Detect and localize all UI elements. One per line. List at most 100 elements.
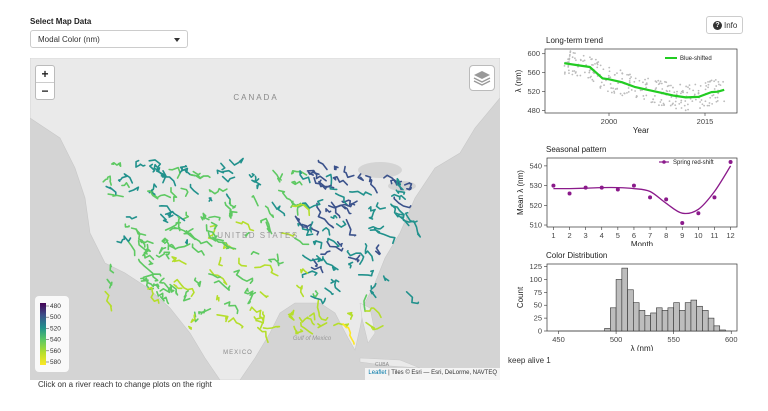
data-point: [571, 73, 574, 76]
river-reach: [262, 311, 265, 320]
river-reach: [244, 231, 250, 237]
river-reach: [200, 308, 212, 315]
river-network[interactable]: [102, 157, 421, 345]
river-reach: [334, 192, 349, 207]
data-point: [668, 90, 671, 92]
river-reach: [106, 278, 113, 289]
info-button[interactable]: ? Info: [706, 16, 743, 34]
data-point: [715, 85, 718, 87]
zoom-in-button[interactable]: +: [41, 67, 49, 81]
x-tick-label: 3: [584, 231, 588, 240]
y-tick-label: 600: [527, 49, 540, 58]
x-tick-label: 5: [616, 231, 620, 240]
river-reach: [238, 257, 248, 267]
data-point: [643, 98, 646, 100]
plot-panel: [544, 48, 738, 114]
river-reach: [208, 197, 213, 202]
river-reach: [227, 317, 244, 329]
map-canvas[interactable]: CANADA UNITED STATES MEXICO Gulf of Mexi…: [30, 58, 500, 380]
map-data-select-value: Modal Color (nm): [38, 35, 100, 44]
data-point: [574, 59, 577, 62]
data-point: [569, 50, 572, 53]
river-reach: [343, 165, 355, 179]
data-point: [563, 65, 566, 67]
river-reach: [347, 311, 354, 320]
x-tick-label: 450: [552, 335, 565, 344]
monthly-mean-point: [648, 195, 653, 200]
data-point: [602, 68, 605, 71]
monthly-mean-point: [583, 185, 588, 190]
river-reach: [160, 213, 169, 224]
histogram-bar: [707, 317, 715, 332]
data-point: [708, 102, 711, 104]
river-reach: [370, 282, 377, 290]
y-tick-label: 510: [529, 221, 542, 230]
data-point: [683, 104, 686, 107]
map-caption: Click on a river reach to change plots o…: [38, 380, 212, 389]
data-point: [569, 53, 571, 56]
y-tick-label: 480: [527, 106, 540, 115]
river-reach: [363, 294, 368, 313]
river-reach: [312, 290, 319, 299]
data-point: [627, 87, 630, 89]
river-reach: [161, 237, 170, 251]
data-point: [688, 84, 691, 87]
legend-tick-label: 560: [50, 348, 61, 355]
leaflet-link[interactable]: Leaflet: [368, 370, 387, 376]
layers-button[interactable]: [469, 65, 495, 91]
data-point: [713, 80, 716, 83]
river-reach: [218, 256, 223, 267]
river-reach: [116, 235, 132, 244]
monthly-mean-point: [680, 221, 685, 226]
data-point: [634, 77, 637, 80]
river-reach: [349, 190, 372, 196]
data-point: [675, 96, 678, 99]
river-reach: [127, 241, 136, 257]
zoom-out-button[interactable]: −: [36, 82, 54, 99]
river-reach: [212, 236, 237, 250]
river-reach: [333, 165, 339, 171]
river-reach: [297, 222, 314, 236]
river-reach: [294, 237, 310, 246]
data-point: [644, 83, 647, 86]
histogram-bar: [638, 310, 646, 332]
river-reach: [306, 317, 315, 326]
map-attribution: Leaflet | Tiles © Esri — Esri, DeLorme, …: [365, 368, 500, 380]
data-point: [616, 87, 619, 90]
river-reach: [300, 322, 314, 335]
x-tick-label: 550: [667, 335, 680, 344]
river-reach: [130, 227, 147, 236]
data-point: [582, 54, 585, 57]
histogram-bar: [667, 307, 674, 332]
river-reach: [208, 273, 221, 279]
river-reach: [254, 264, 279, 277]
data-point: [658, 104, 660, 107]
x-tick-label: 4: [600, 231, 604, 240]
data-point: [563, 72, 566, 75]
monthly-mean-point: [551, 183, 556, 188]
x-tick-label: 10: [694, 231, 702, 240]
data-point: [619, 92, 622, 95]
data-point: [686, 91, 689, 94]
river-reach: [169, 226, 196, 241]
map-data-select[interactable]: Modal Color (nm): [30, 30, 188, 48]
data-point: [651, 101, 654, 103]
data-point: [680, 99, 683, 102]
river-reach: [312, 258, 318, 267]
river-reach: [155, 251, 171, 260]
river-reach: [221, 175, 236, 183]
data-point: [596, 66, 599, 69]
river-map[interactable]: CANADA UNITED STATES MEXICO Gulf of Mexi…: [30, 58, 500, 380]
river-reach: [262, 325, 281, 330]
river-reach: [190, 313, 196, 324]
data-point: [697, 91, 700, 94]
data-point: [708, 104, 711, 107]
data-point: [722, 80, 725, 83]
y-tick-label: 50: [534, 301, 542, 310]
river-reach: [117, 173, 134, 184]
river-reach: [318, 179, 332, 190]
y-tick-label: 75: [534, 288, 542, 297]
long-term-trend-chart: 480 520 560 600 2000 2015 Year λ (nm) Blue-shift…: [514, 48, 738, 135]
y-axis-label: λ (nm): [514, 69, 523, 92]
data-point: [674, 100, 677, 103]
